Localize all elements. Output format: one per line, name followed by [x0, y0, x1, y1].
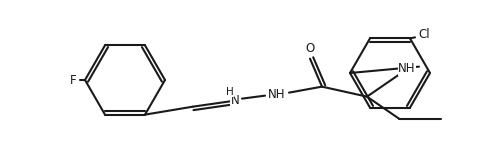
Text: N: N: [230, 94, 239, 107]
Text: Cl: Cl: [418, 28, 430, 41]
Text: NH: NH: [268, 88, 286, 101]
Text: O: O: [305, 42, 315, 55]
Text: NH: NH: [398, 62, 416, 75]
Text: H: H: [226, 87, 234, 97]
Text: F: F: [70, 74, 76, 87]
